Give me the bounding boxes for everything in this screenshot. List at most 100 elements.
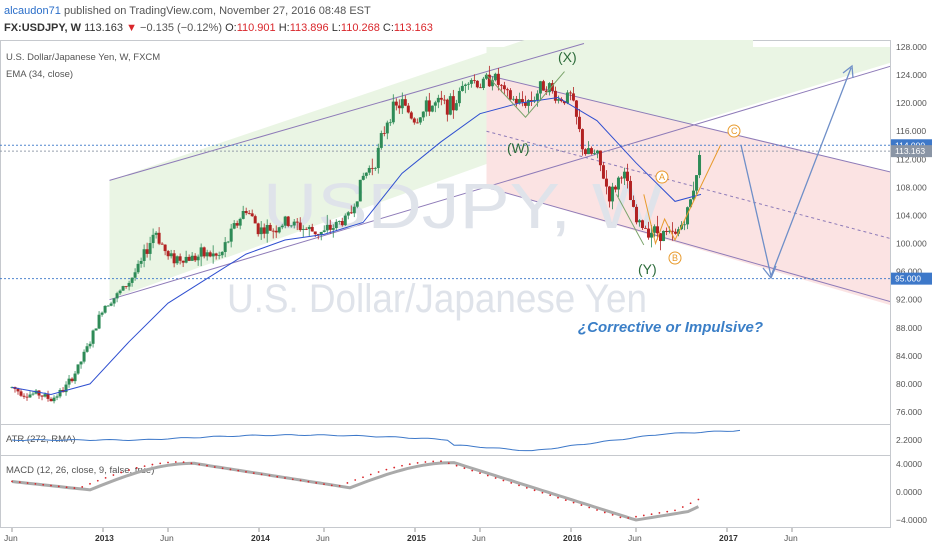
candle bbox=[430, 105, 434, 113]
candle bbox=[514, 96, 518, 107]
signal-dot bbox=[377, 471, 380, 473]
signal-dot bbox=[159, 462, 162, 465]
candle-body bbox=[166, 251, 170, 257]
author-link[interactable]: alcaudon71 bbox=[4, 5, 61, 17]
candle bbox=[157, 227, 161, 246]
candle bbox=[184, 250, 188, 264]
candle bbox=[154, 231, 158, 239]
candle bbox=[610, 182, 614, 210]
candle bbox=[190, 252, 194, 261]
candle bbox=[520, 91, 524, 107]
candle-body bbox=[28, 394, 32, 398]
down-channel-midline bbox=[486, 130, 890, 239]
signal-dot bbox=[432, 460, 435, 463]
candle-body bbox=[229, 228, 233, 242]
candle-body bbox=[448, 96, 452, 115]
main-price-panel[interactable]: USDJPY, W U.S. Dollar/Japanese Yen (X) (… bbox=[0, 0, 896, 404]
time-tick-label: 2013 bbox=[95, 533, 114, 543]
watermark-name: U.S. Dollar/Japanese Yen bbox=[227, 277, 647, 321]
candle-body bbox=[493, 73, 497, 81]
candle-body bbox=[106, 305, 110, 307]
signal-dot bbox=[346, 482, 349, 484]
candle-body bbox=[668, 230, 672, 232]
wave-y-line bbox=[616, 194, 645, 246]
candle bbox=[433, 100, 437, 113]
candle-body bbox=[665, 230, 669, 232]
candle-body bbox=[43, 394, 47, 397]
time-tick-label: 2014 bbox=[251, 533, 270, 543]
candle-body bbox=[346, 212, 350, 216]
candle bbox=[25, 393, 29, 401]
candle-body bbox=[211, 253, 215, 257]
signal-dot bbox=[198, 463, 201, 466]
signal-dot bbox=[135, 467, 138, 469]
candle bbox=[385, 120, 389, 140]
time-tick-label: Jun bbox=[160, 533, 174, 543]
candle bbox=[196, 254, 200, 266]
candle bbox=[505, 87, 509, 97]
candle-body bbox=[154, 232, 158, 235]
candle-body bbox=[181, 260, 185, 263]
candle-body bbox=[250, 213, 254, 217]
signal-dot bbox=[650, 513, 653, 516]
candle bbox=[595, 149, 599, 159]
macd-tick-label: 0.0000 bbox=[896, 487, 922, 497]
candle bbox=[259, 221, 263, 240]
signal-dot bbox=[447, 462, 450, 465]
signal-dot bbox=[182, 461, 185, 464]
candle bbox=[586, 141, 590, 155]
signal-dot bbox=[564, 499, 567, 502]
candle-body bbox=[94, 328, 98, 331]
candle bbox=[346, 211, 350, 220]
signal-dot bbox=[572, 501, 575, 504]
candle bbox=[364, 172, 368, 179]
signal-dot bbox=[697, 498, 700, 501]
macd-line bbox=[11, 461, 700, 522]
candle bbox=[244, 207, 248, 216]
signal-dot bbox=[502, 479, 505, 482]
candle bbox=[686, 206, 690, 230]
candle bbox=[160, 242, 164, 245]
candle-body bbox=[262, 227, 266, 234]
candle bbox=[85, 343, 89, 353]
signal-dot bbox=[104, 476, 107, 479]
time-axis[interactable]: Jun 2013 Jun 2014 Jun 2015 Jun 2016 Jun 2017 Jun bbox=[4, 528, 798, 543]
candle-body bbox=[643, 227, 647, 229]
signal-dot bbox=[221, 467, 224, 470]
candle bbox=[415, 118, 419, 124]
downtrend-channel-fill bbox=[486, 75, 890, 305]
candle-body bbox=[313, 231, 317, 235]
candle bbox=[124, 285, 128, 289]
time-tick-label: Jun bbox=[628, 533, 642, 543]
price-axis[interactable]: 76.000 80.000 84.000 88.000 92.000 96.000 100.… bbox=[896, 42, 927, 417]
price-tick-label: 100.000 bbox=[896, 239, 927, 249]
candle bbox=[394, 98, 398, 111]
signal-dot bbox=[284, 477, 286, 479]
candle-body bbox=[658, 233, 662, 242]
signal-dot bbox=[65, 486, 68, 489]
candle-body bbox=[379, 133, 383, 148]
time-tick-label: Jun bbox=[316, 533, 330, 543]
candle bbox=[613, 185, 617, 193]
candle-body bbox=[10, 386, 14, 388]
candle-body bbox=[418, 117, 422, 123]
candle-body bbox=[253, 216, 257, 224]
signal-dot bbox=[57, 485, 60, 488]
candle bbox=[457, 87, 461, 107]
candle bbox=[445, 98, 449, 122]
candle-body bbox=[388, 122, 392, 124]
wave-label-c: C bbox=[731, 126, 738, 136]
candle bbox=[115, 291, 119, 303]
close-label: C: bbox=[382, 22, 394, 34]
candle bbox=[163, 244, 167, 256]
candle-body bbox=[412, 118, 416, 123]
signal-dot bbox=[73, 487, 76, 489]
candle-body bbox=[268, 224, 272, 231]
price-tick-label: 104.000 bbox=[896, 210, 927, 220]
candle-body bbox=[556, 99, 560, 101]
candle bbox=[406, 103, 410, 114]
price-tag-box bbox=[891, 145, 932, 158]
change-arrow: ▼ bbox=[126, 22, 137, 34]
price-tick-label: 128.000 bbox=[896, 42, 927, 52]
